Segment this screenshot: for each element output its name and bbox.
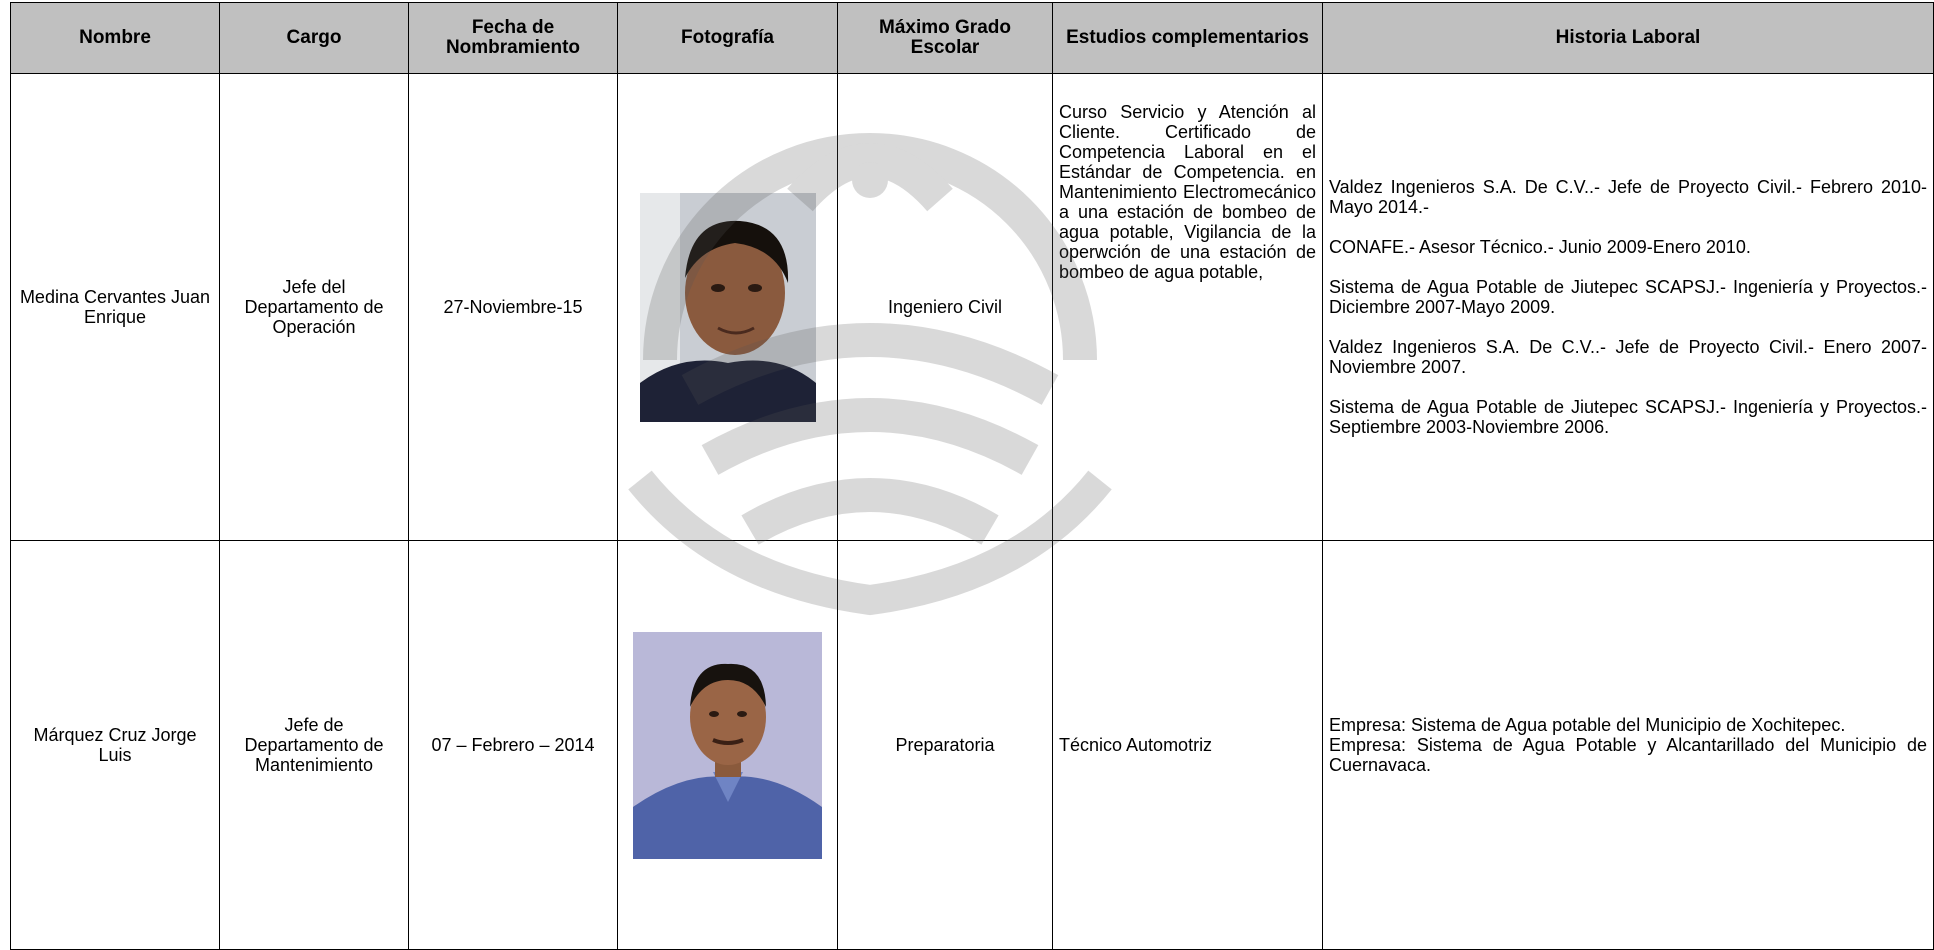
header-row: Nombre Cargo Fecha de Nombramiento Fotog… [10,2,1934,74]
history-entry: Valdez Ingenieros S.A. De C.V..- Jefe de… [1329,337,1927,377]
history-cell: Valdez Ingenieros S.A. De C.V..- Jefe de… [1322,73,1934,541]
history-entry: Valdez Ingenieros S.A. De C.V..- Jefe de… [1329,177,1927,217]
date-cell: 27-Noviembre-15 [408,73,618,541]
staff-table: Nombre Cargo Fecha de Nombramiento Fotog… [10,2,1934,950]
position-cell: Jefe del Departamento de Operación [219,73,409,541]
header-cell: Fecha de Nombramiento [408,2,618,74]
table-row: Márquez Cruz Jorge Luis Jefe de Departam… [10,540,1934,950]
studies-cell: Técnico Automotriz [1052,540,1323,950]
studies-cell: Curso Servicio y Atención al Cliente. Ce… [1052,73,1323,541]
page: Nombre Cargo Fecha de Nombramiento Fotog… [10,2,1934,950]
header-cell: Estudios complementarios [1052,2,1323,74]
history-entry: Sistema de Agua Potable de Jiutepec SCAP… [1329,397,1927,437]
degree-cell: Preparatoria [837,540,1053,950]
position-cell: Jefe de Departamento de Mantenimiento [219,540,409,950]
header-cell: Cargo [219,2,409,74]
header-cell: Historia Laboral [1322,2,1934,74]
history-entry: Empresa: Sistema de Agua potable del Mun… [1329,715,1846,735]
history-entry: Sistema de Agua Potable de Jiutepec SCAP… [1329,277,1927,317]
date-cell: 07 – Febrero – 2014 [408,540,618,950]
name-cell: Medina Cervantes Juan Enrique [10,73,220,541]
photo-cell [617,540,838,950]
header-cell: Fotografía [617,2,838,74]
photo [633,631,822,859]
history-entry: Empresa: Sistema de Agua Potable y Alcan… [1329,735,1927,775]
history-cell: Empresa: Sistema de Agua potable del Mun… [1322,540,1934,950]
header-cell: Nombre [10,2,220,74]
history-entry: CONAFE.- Asesor Técnico.- Junio 2009-Ene… [1329,237,1751,257]
photo [639,192,816,422]
photo-cell [617,73,838,541]
degree-cell: Ingeniero Civil [837,73,1053,541]
name-cell: Márquez Cruz Jorge Luis [10,540,220,950]
table-row: Medina Cervantes Juan Enrique Jefe del D… [10,73,1934,541]
header-cell: Máximo Grado Escolar [837,2,1053,74]
